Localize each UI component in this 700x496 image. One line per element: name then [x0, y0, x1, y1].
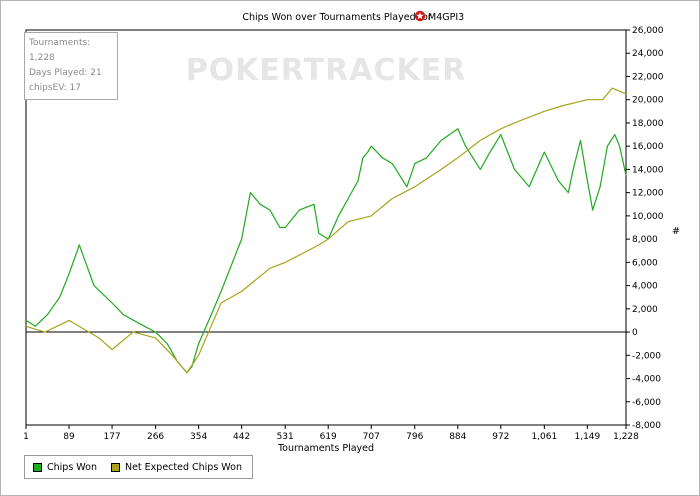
x-tick-label: 1,149 — [574, 432, 600, 442]
series-layer — [25, 87, 627, 374]
y-tick-label: 4,000 — [632, 282, 658, 292]
y-tick-label: 6,000 — [632, 258, 658, 268]
x-tick-label: 1,228 — [613, 432, 639, 442]
pokerstars-logo-icon — [414, 10, 426, 22]
y-tick-label: 8,000 — [632, 235, 658, 245]
legend-item-chips-won: Chips Won — [33, 462, 97, 473]
x-tick-label: 972 — [492, 432, 509, 442]
x-tick-label: 1,061 — [531, 432, 557, 442]
plot-border — [25, 29, 627, 426]
chart-title: Chips Won over Tournaments Played for — [242, 12, 431, 23]
x-tick-label: 89 — [63, 432, 75, 442]
x-tick-label: 531 — [277, 432, 294, 442]
chart-title-text: Chips Won over Tournaments Played for — [242, 12, 431, 23]
x-tick-label: 619 — [320, 432, 337, 442]
y-tick-label: 18,000 — [632, 119, 664, 129]
legend-swatch-chips-won — [33, 462, 42, 472]
y-tick-label: -2,000 — [632, 351, 661, 361]
y-tick-label: 24,000 — [632, 49, 664, 59]
y-tick-label: -8,000 — [632, 421, 661, 431]
y-tick-label: -4,000 — [632, 375, 661, 385]
y-axis: 26,000 24,000 22,000 20,000 18,000 16,000 14,0… — [626, 26, 664, 431]
info-box: Tournaments: 1,228 Days Played: 21 chips… — [24, 32, 118, 100]
y-tick-label: 14,000 — [632, 165, 664, 175]
x-tick-label: 884 — [449, 432, 466, 442]
x-tick-label: 1 — [23, 432, 29, 442]
y-tick-label: -6,000 — [632, 398, 661, 408]
y-tick-label: 12,000 — [632, 189, 664, 199]
legend-label-net-expected: Net Expected Chips Won — [124, 461, 242, 473]
y-tick-label: 20,000 — [632, 96, 664, 106]
y-tick-label: 22,000 — [632, 72, 664, 82]
y-tick-label: 2,000 — [632, 305, 658, 315]
x-tick-label: 796 — [406, 432, 423, 442]
watermark-text: POKERTRACKER — [186, 53, 467, 88]
legend-label-chips-won: Chips Won — [47, 461, 97, 473]
legend-item-net-expected: Net Expected Chips Won — [110, 461, 242, 473]
info-tournaments: Tournaments: 1,228 — [29, 38, 91, 63]
x-tick-label: 354 — [190, 432, 207, 442]
x-tick-label: 177 — [103, 432, 120, 442]
series-line-net-expected-chips-won — [25, 87, 627, 374]
info-days-played: Days Played: 21 — [29, 68, 102, 78]
info-chips-ev: chipsEV: 17 — [29, 83, 82, 93]
x-tick-label: 442 — [233, 432, 250, 442]
series-line-chips-won — [25, 128, 627, 374]
x-tick-label: 266 — [147, 432, 164, 442]
player-name: M4GPI3 — [428, 12, 464, 23]
y-tick-label: 10,000 — [632, 212, 664, 222]
y-tick-label: 0 — [632, 328, 638, 338]
y-axis-label: # — [672, 226, 680, 237]
legend: Chips Won Net Expected Chips Won — [24, 455, 253, 479]
x-axis-label: Tournaments Played — [277, 443, 374, 454]
x-tick-label: 707 — [363, 432, 380, 442]
y-tick-label: 26,000 — [632, 26, 664, 36]
plot-frame — [25, 29, 627, 426]
y-tick-label: 16,000 — [632, 142, 664, 152]
x-axis: 1 89 177 266 354 442 531 619 707 796 884 972 1,061 1,… — [23, 425, 639, 442]
legend-swatch-net-expected — [110, 462, 120, 472]
